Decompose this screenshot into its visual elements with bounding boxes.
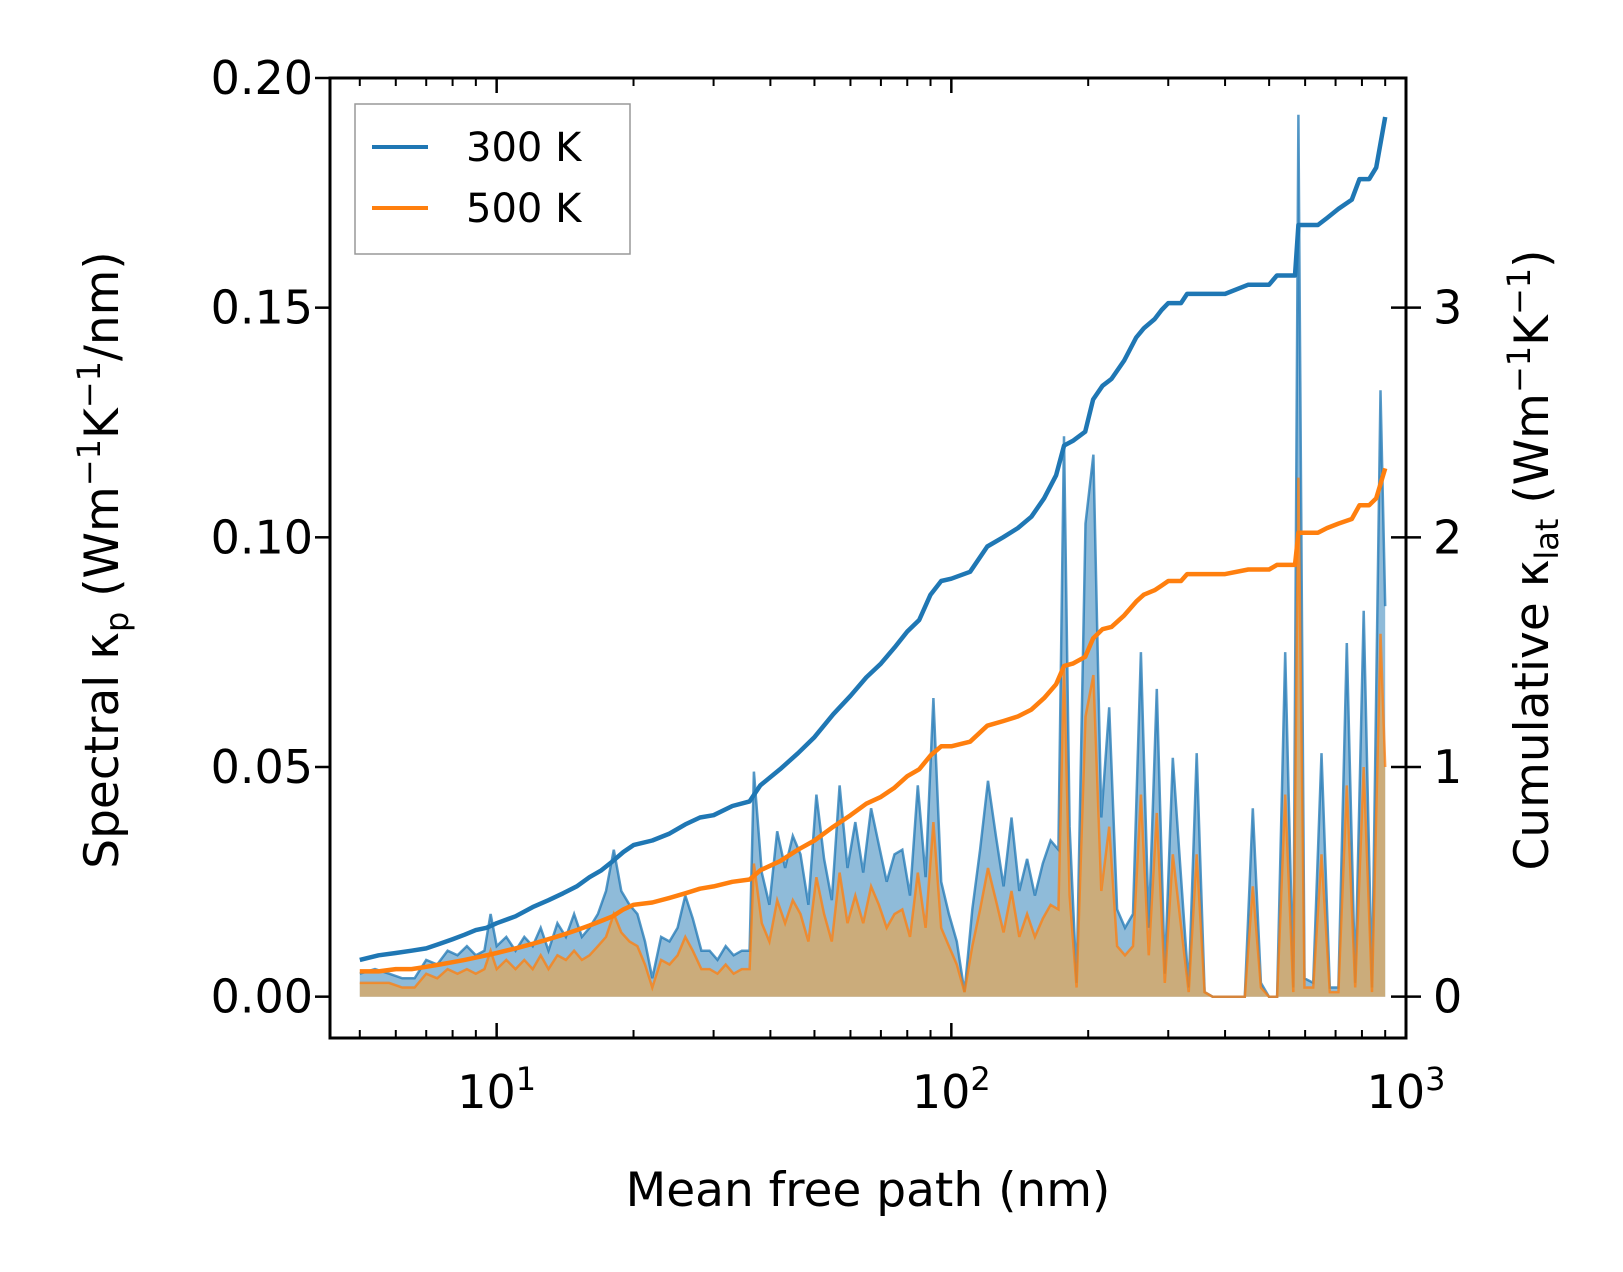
tick-layer: [315, 76, 1421, 1038]
series-line-layer: [359, 116, 1388, 974]
plot-frame: [328, 76, 1408, 1040]
x-tick-label: 101: [457, 1060, 536, 1119]
y-axis-title-left: Spectral κp (Wm−1K−1/nm): [70, 251, 136, 868]
y-right-tick-label: 2: [1433, 510, 1462, 564]
x-tick-label: 103: [1367, 1060, 1446, 1119]
y-right-tick-label: 3: [1433, 281, 1462, 335]
y-left-tick-label: 0.15: [211, 281, 313, 335]
y-right-tick-label: 1: [1433, 740, 1462, 794]
y-left-tick-label: 0.20: [211, 51, 313, 105]
legend-label-500k: 500 K: [466, 186, 583, 232]
legend-label-300k: 300 K: [466, 125, 583, 171]
legend: 300 K 500 K: [354, 103, 631, 255]
cumulative-line-300k: [359, 116, 1388, 963]
spectral-line-500k: [359, 477, 1387, 998]
y-left-tick-label: 0.00: [211, 970, 313, 1024]
y-left-tick-label: 0.05: [211, 740, 313, 794]
tick-label-layer: 101 102 103 0.00 0.05 0.10 0.15 0.20 0 1 2 3: [211, 51, 1463, 1119]
y-axis-title-right: Cumulative κlat (Wm−1K−1): [1500, 249, 1566, 870]
y-left-tick-label: 0.10: [211, 510, 313, 564]
spectral-fill-layer: [359, 114, 1387, 998]
x-tick-label: 102: [912, 1060, 991, 1119]
legend-box: [354, 103, 631, 255]
y-right-tick-label: 0: [1433, 970, 1462, 1024]
cumulative-line-500k: [359, 467, 1388, 974]
x-axis-title: Mean free path (nm): [626, 1163, 1111, 1218]
